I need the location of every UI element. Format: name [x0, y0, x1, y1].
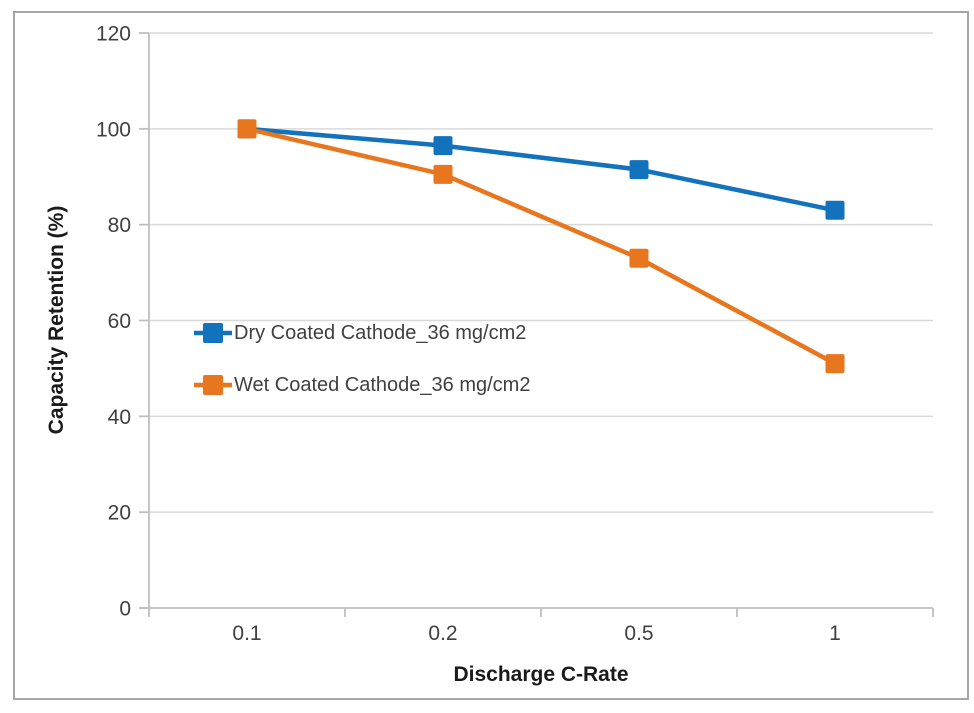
y-tick-label: 80 — [108, 214, 131, 237]
data-point-s1-3 — [825, 354, 845, 374]
legend-item-wet: Wet Coated Cathode_36 mg/cm2 — [194, 372, 530, 398]
x-tick-label: 1 — [829, 622, 841, 645]
y-tick-label: 60 — [108, 310, 131, 333]
data-point-s0-1 — [433, 136, 453, 156]
y-tick-label: 0 — [119, 598, 131, 621]
legend-item-dry: Dry Coated Cathode_36 mg/cm2 — [194, 320, 530, 346]
x-tick-label: 0.1 — [232, 622, 261, 645]
legend: Dry Coated Cathode_36 mg/cm2 Wet Coated … — [194, 320, 530, 398]
data-point-s0-3 — [825, 200, 845, 220]
legend-marker-wet-icon — [194, 375, 232, 395]
y-tick-label: 20 — [108, 502, 131, 525]
y-tick-label: 100 — [96, 118, 131, 141]
data-series — [237, 119, 845, 374]
x-tick-label: 0.5 — [624, 622, 653, 645]
legend-marker-dry-icon — [194, 323, 232, 343]
x-tick-label: 0.2 — [428, 622, 457, 645]
chart-frame-border — [13, 11, 969, 700]
y-axis-title: Capacity Retention (%) — [45, 205, 68, 435]
y-tick-label: 120 — [96, 23, 131, 46]
series-line-1 — [246, 126, 837, 366]
axes — [139, 32, 934, 617]
legend-label-wet: Wet Coated Cathode_36 mg/cm2 — [234, 373, 531, 396]
data-point-s1-0 — [237, 119, 257, 139]
y-tick-label: 40 — [108, 406, 131, 429]
data-point-s0-2 — [629, 160, 649, 180]
data-point-s1-2 — [629, 248, 649, 268]
series-line-0 — [246, 126, 836, 213]
data-point-s1-1 — [433, 164, 453, 184]
gridlines — [149, 32, 933, 513]
x-axis-title: Discharge C-Rate — [453, 663, 629, 686]
legend-label-dry: Dry Coated Cathode_36 mg/cm2 — [234, 321, 527, 344]
tick-labels: 0 20 40 60 80 100 120 0.1 0.2 0.5 1 — [96, 23, 841, 646]
